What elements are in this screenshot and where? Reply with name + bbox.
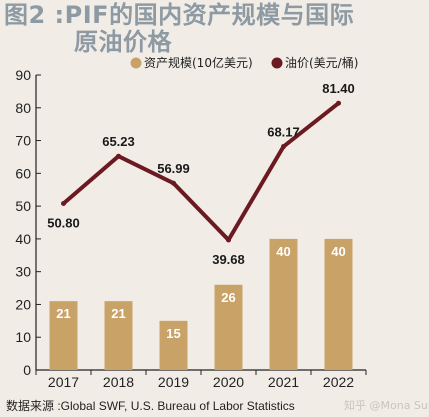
bar <box>214 284 243 370</box>
legend-marker-assets <box>130 57 142 69</box>
y-tick-label: 10 <box>15 329 31 345</box>
oil-price-line <box>61 101 341 242</box>
x-tick-label: 2020 <box>213 374 244 390</box>
x-tick-label: 2021 <box>268 374 299 390</box>
chart-title: 图2 :PIF的国内资产规模与国际 原油价格 <box>4 2 424 56</box>
y-tick-label: 0 <box>23 362 31 378</box>
line-data-label: 39.68 <box>212 252 245 267</box>
y-tick-label: 30 <box>15 264 31 280</box>
oil-price-point <box>281 144 286 150</box>
oil-price-point <box>61 200 66 206</box>
oil-price-point <box>116 153 121 159</box>
title-line-2: 原油价格 <box>74 28 172 56</box>
legend-marker-oil <box>271 57 283 69</box>
x-tick-label: 2022 <box>323 374 354 390</box>
bar <box>269 238 298 370</box>
y-tick-label: 90 <box>15 67 31 83</box>
bar <box>159 320 188 370</box>
oil-price-point <box>171 180 176 186</box>
data-source: 数据来源 :Global SWF, U.S. Bureau of Labor S… <box>6 399 295 413</box>
y-tick-label: 50 <box>15 198 31 214</box>
line-data-label: 65.23 <box>102 134 135 149</box>
y-tick-label: 70 <box>15 133 31 149</box>
bar-data-label: 21 <box>56 306 70 321</box>
bar-data-label: 26 <box>221 290 235 305</box>
bar <box>324 238 353 370</box>
y-tick-label: 80 <box>15 100 31 116</box>
line-data-label: 56.99 <box>157 161 190 176</box>
line-data-label: 68.17 <box>267 125 300 140</box>
bar-data-label: 15 <box>166 326 180 341</box>
x-tick-label: 2018 <box>103 374 134 390</box>
oil-price-point <box>336 100 341 106</box>
title-line-1: 图2 :PIF的国内资产规模与国际 <box>4 1 355 29</box>
y-tick-label: 60 <box>15 165 31 181</box>
y-tick-label: 40 <box>15 231 31 247</box>
bar-data-label: 21 <box>111 306 125 321</box>
bar-data-label: 40 <box>276 244 290 259</box>
bar-data-label: 40 <box>331 244 345 259</box>
line-data-label: 50.80 <box>47 215 80 230</box>
legend-label-oil: 油价(美元/桶) <box>285 55 358 70</box>
legend-label-assets: 资产规模(10亿美元) <box>144 55 253 70</box>
bar <box>104 301 133 370</box>
y-tick-label: 20 <box>15 296 31 312</box>
x-tick-label: 2017 <box>48 374 79 390</box>
bar <box>49 301 78 370</box>
x-tick-label: 2019 <box>158 374 189 390</box>
watermark: 知乎 @Mona Sun <box>344 399 429 412</box>
line-data-label: 81.40 <box>322 81 355 96</box>
oil-price-point <box>226 237 231 243</box>
